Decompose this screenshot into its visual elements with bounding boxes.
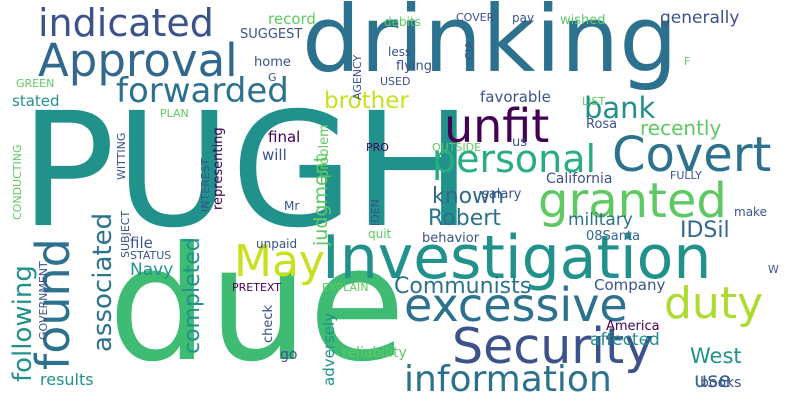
- word-final: final: [268, 128, 301, 146]
- word-communists: Communists: [394, 274, 532, 299]
- word-military: military: [568, 210, 633, 230]
- word-stated: stated: [12, 92, 60, 110]
- word-company: Company: [594, 276, 666, 294]
- word-recently: recently: [640, 116, 722, 140]
- word-debits: debits: [384, 15, 421, 29]
- word-covert: Covert: [612, 127, 772, 183]
- word-iden: IDEN: [369, 199, 382, 226]
- word-forwarded: forwarded: [116, 71, 289, 111]
- word-go: go: [280, 347, 298, 363]
- word-witting: WITTING: [115, 132, 128, 180]
- word-record: record: [268, 10, 316, 28]
- word-reliability: reliability: [342, 345, 407, 361]
- word-adversely: adversely: [320, 312, 338, 386]
- word-security: Security: [452, 318, 654, 375]
- word-drinking: drinking: [302, 0, 678, 93]
- word-home: home: [254, 55, 291, 70]
- word-indicated: indicated: [38, 1, 214, 45]
- word-suggest: SUGGEST: [240, 27, 303, 42]
- word-known: known: [432, 184, 505, 209]
- word-cia: CIA: [463, 41, 476, 60]
- word-may: May: [234, 236, 325, 287]
- word-information: information: [404, 359, 612, 400]
- word-explain: EXPLAIN: [322, 281, 369, 294]
- word-problem: problem: [317, 124, 332, 178]
- word-green: GREEN: [16, 77, 55, 90]
- word-idsil: IDSil: [680, 218, 730, 243]
- word-g: G: [268, 71, 277, 84]
- word-rosa: Rosa: [586, 117, 618, 132]
- word-unfit: unfit: [444, 99, 550, 153]
- word-status: STATUS: [130, 249, 172, 262]
- word-completed: completed: [180, 237, 205, 354]
- word-agency: AGENCY: [351, 54, 364, 100]
- word-will: will: [262, 146, 287, 164]
- word-make: make: [734, 205, 767, 219]
- word-investigation: Investigation: [322, 223, 712, 293]
- word-file: file: [130, 234, 153, 252]
- word-following: following: [8, 265, 38, 382]
- word-pugh: PUGH: [20, 79, 473, 263]
- word-brother: brother: [324, 88, 409, 114]
- word-salary: salary: [482, 187, 522, 202]
- word-fully: FULLY: [670, 169, 702, 182]
- word-us: us: [512, 135, 528, 150]
- word-granted: granted: [538, 173, 727, 229]
- word-behavior: behavior: [422, 231, 480, 246]
- word-cover: COVER: [456, 11, 495, 24]
- word-excessive: excessive: [404, 278, 628, 332]
- word-books: books: [700, 375, 742, 391]
- word-representing: representing: [211, 127, 226, 210]
- word-personal: personal: [432, 137, 597, 181]
- word-unpaid: unpaid: [256, 237, 298, 251]
- word-interest: INTEREST: [199, 158, 212, 212]
- word-used: USED: [380, 75, 411, 88]
- word-approval: Approval: [38, 34, 238, 87]
- word-mr: Mr: [284, 199, 300, 213]
- word-plan: PLAN: [160, 107, 189, 120]
- word-california: California: [546, 171, 613, 187]
- word-bank: bank: [584, 91, 656, 125]
- word-america: America: [606, 319, 660, 334]
- word-flying: flying: [396, 59, 432, 74]
- word-navy: Navy: [130, 260, 174, 280]
- word-government: GOVERNMENT: [37, 261, 50, 340]
- word-robert: Robert: [428, 206, 501, 231]
- word-results: results: [40, 370, 94, 389]
- word-less: less: [388, 45, 412, 59]
- word-w: W: [768, 263, 779, 276]
- word-list: LIST: [582, 95, 606, 108]
- word-quit: quit: [368, 227, 392, 241]
- word-wished: wished: [560, 13, 606, 28]
- word-associated: associated: [88, 212, 118, 352]
- word-west: West: [690, 344, 742, 368]
- word-use: use: [694, 368, 732, 392]
- word-subject: SUBJECT: [119, 210, 132, 258]
- word-affected: affected: [590, 330, 660, 350]
- word-conducting: CONDUCTING: [11, 144, 24, 221]
- word-f: F: [684, 55, 691, 68]
- word-duty: duty: [664, 278, 764, 329]
- word-pro: PRO: [366, 141, 389, 154]
- word-check: check: [261, 304, 276, 343]
- word-generally: generally: [660, 8, 740, 28]
- word-due: due: [108, 213, 406, 397]
- word-pretext: PRETEXT: [232, 281, 281, 294]
- word-santa: 08Santa: [586, 229, 641, 244]
- word-outside: OUTSIDE: [432, 141, 482, 154]
- word-favorable: favorable: [480, 88, 551, 106]
- word-pay: pay: [512, 11, 535, 25]
